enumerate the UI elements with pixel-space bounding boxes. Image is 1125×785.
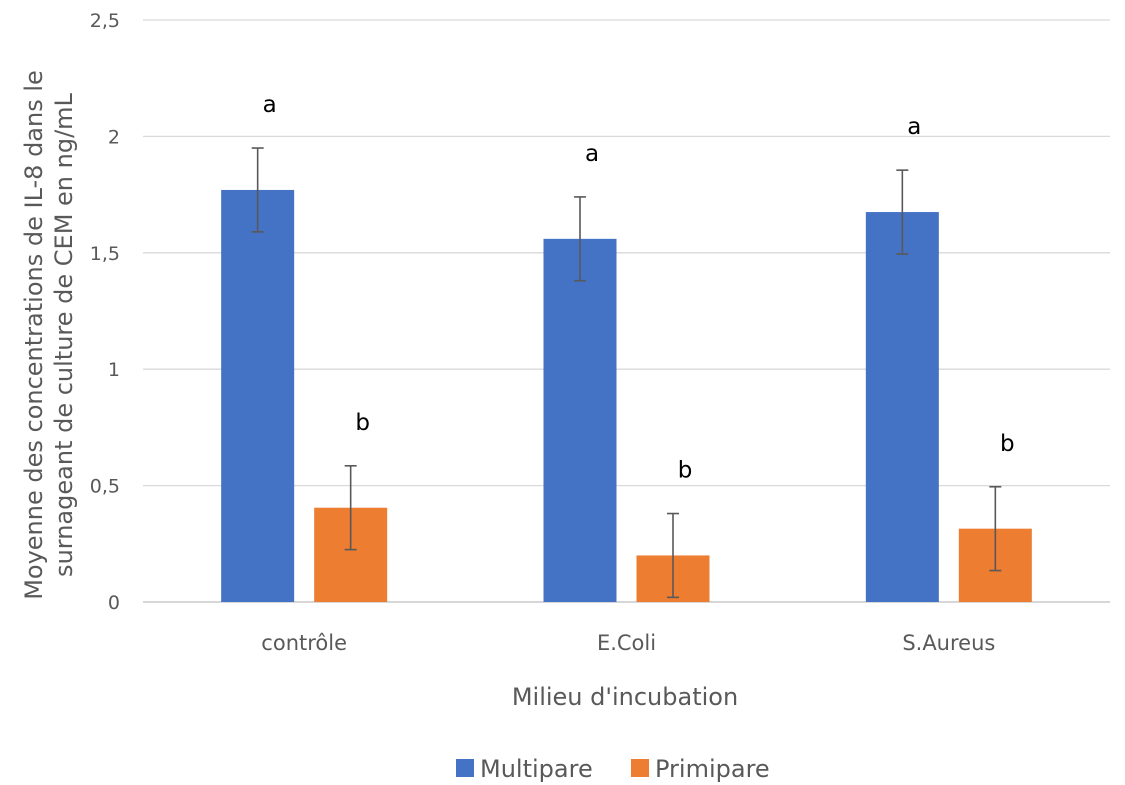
error-bar: [251, 147, 264, 233]
legend-label-multipare: Multipare: [480, 755, 593, 783]
gridlines: [143, 19, 1110, 603]
error-bar: [989, 485, 1002, 572]
y-tick-label: 2,5: [90, 10, 120, 32]
x-tick-label: contrôle: [261, 631, 347, 655]
significance-labels: a b a b a b: [263, 92, 1015, 483]
x-tick-label: E.Coli: [597, 631, 656, 655]
y-tick-label: 0: [108, 592, 120, 614]
y-tick-label: 1: [108, 359, 120, 381]
y-axis-ticks: 0 0,5 1 1,5 2 2,5: [90, 10, 120, 614]
bar-multipare: [865, 212, 939, 602]
significance-letter: b: [1000, 431, 1015, 457]
error-bar: [667, 512, 679, 599]
x-tick-label: S.Aureus: [902, 631, 995, 655]
y-tick-label: 0,5: [90, 476, 120, 498]
y-axis-title-line-2: surnageant de culture de CEM en ng/mL: [50, 92, 78, 576]
x-axis-categories: contrôle E.Coli S.Aureus: [261, 631, 995, 655]
significance-letter: a: [263, 92, 277, 118]
significance-letter: a: [907, 114, 921, 140]
significance-letter: b: [355, 410, 370, 436]
error-bar: [344, 465, 357, 551]
y-tick-label: 1,5: [90, 243, 120, 265]
x-axis-title: Milieu d'incubation: [512, 683, 738, 711]
bar-multipare: [221, 189, 295, 602]
significance-letter: b: [678, 458, 693, 484]
y-tick-label: 2: [108, 126, 120, 148]
significance-letter: a: [585, 141, 599, 167]
bars: [221, 189, 1032, 602]
bar-multipare: [543, 238, 617, 602]
error-bars: [251, 147, 1002, 599]
legend: Multipare Primipare: [456, 755, 770, 783]
legend-label-primipare: Primipare: [655, 755, 770, 783]
legend-swatch-multipare: [456, 759, 474, 777]
y-axis-title: Moyenne des concentrations de IL-8 dans …: [20, 70, 78, 600]
y-axis-title-line-1: Moyenne des concentrations de IL-8 dans …: [20, 70, 48, 600]
error-bar: [574, 196, 586, 282]
legend-swatch-primipare: [631, 759, 649, 777]
error-bar: [896, 169, 909, 255]
